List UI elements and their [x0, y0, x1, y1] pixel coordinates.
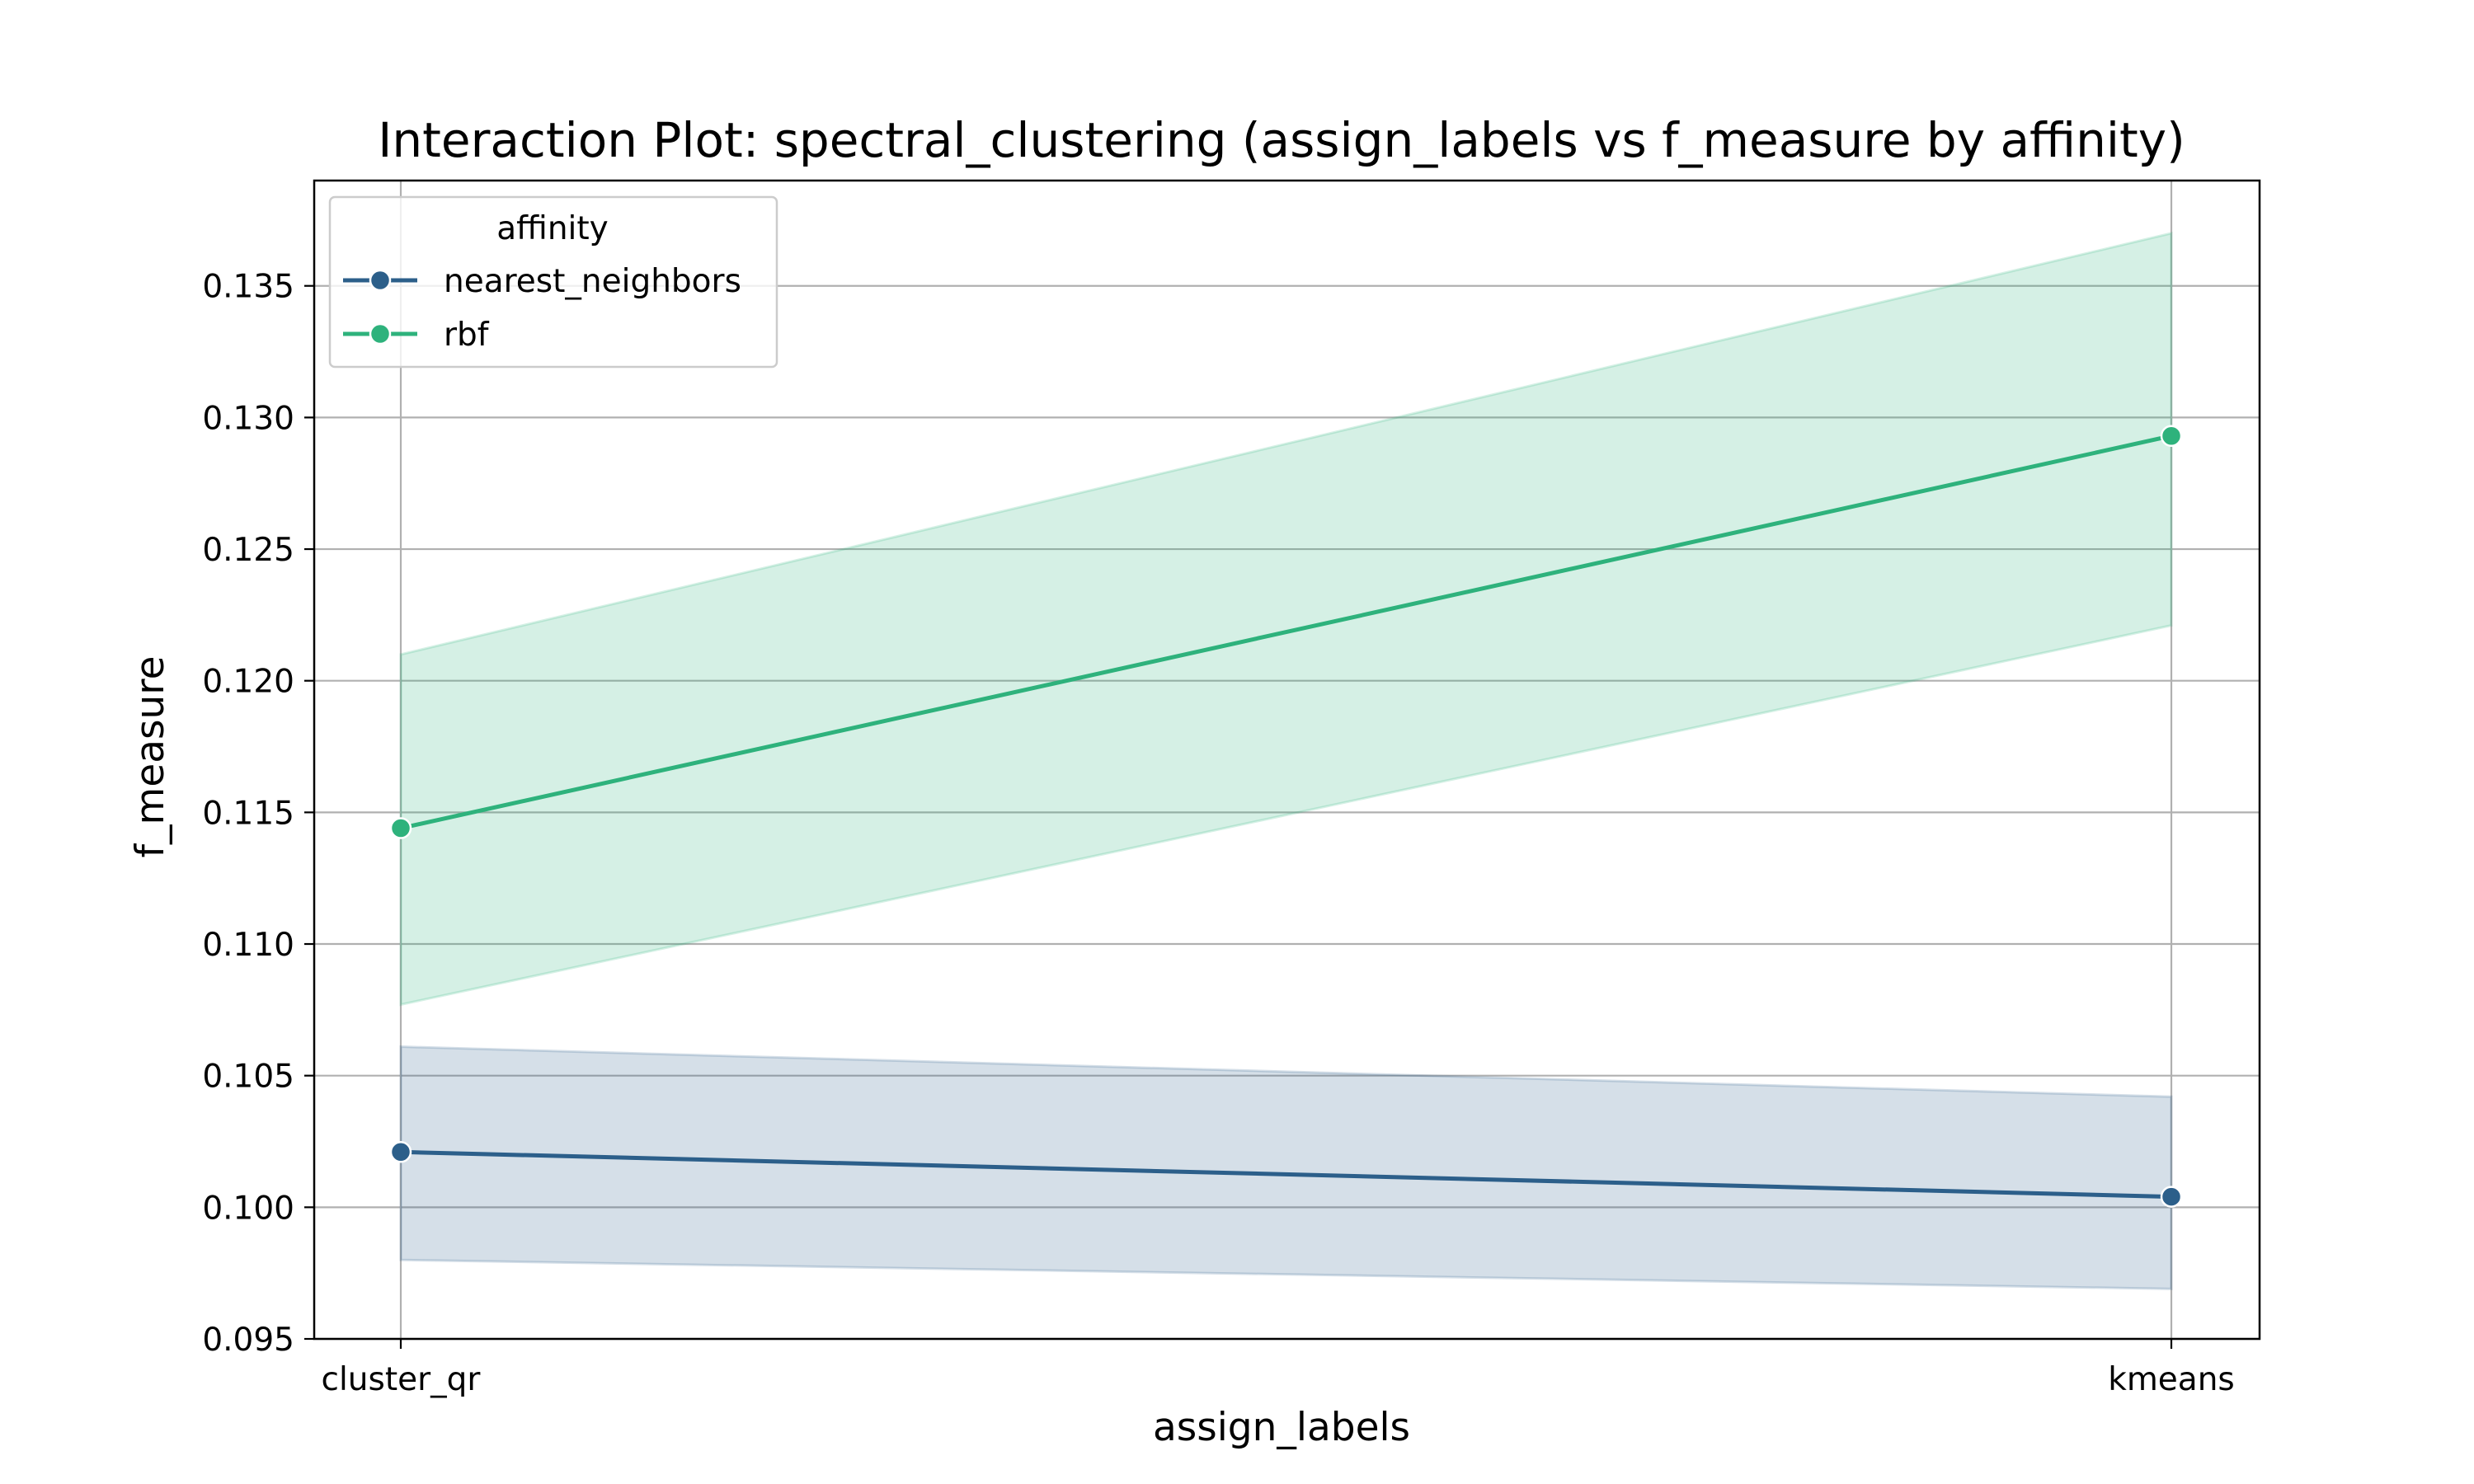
y-tick-label: 0.130: [202, 400, 294, 437]
data-point-nearest_neighbors: [2160, 1186, 2183, 1208]
y-tick-label: 0.125: [202, 532, 294, 569]
y-tick-label: 0.110: [202, 927, 294, 964]
legend-box: [328, 195, 778, 369]
y-tick-label: 0.105: [202, 1059, 294, 1096]
x-axis-label: assign_labels: [1153, 1405, 1410, 1450]
x-tick-label: cluster_qr: [322, 1361, 482, 1398]
legend-title: affinity: [496, 210, 609, 247]
x-tick-label: kmeans: [2108, 1361, 2235, 1398]
y-tick-label: 0.100: [202, 1190, 294, 1227]
axis-ticks: 0.095 0.100 0.105 0.110 0.115 0.120 0.125 0.130…: [202, 269, 2234, 1398]
confidence-bands: [399, 231, 2173, 1290]
y-tick-label: 0.115: [202, 795, 294, 832]
plot-frame: [313, 179, 2261, 1341]
series-line-nearest_neighbors: [398, 1149, 2174, 1200]
ci-band-nearest_neighbors: [399, 1045, 2173, 1290]
chart-title: Interaction Plot: spectral_clustering (a…: [378, 112, 2185, 168]
legend-marker-rbf: [369, 322, 392, 345]
ci-band-rbf: [399, 231, 2173, 1007]
legend-label-nearest_neighbors: nearest_neighbors: [444, 263, 741, 300]
legend-label-rbf: rbf: [444, 317, 490, 354]
series-line-rbf: [398, 434, 2174, 831]
data-point-nearest_neighbors: [389, 1141, 412, 1163]
y-tick-label: 0.135: [202, 269, 294, 306]
y-tick-label: 0.095: [202, 1322, 294, 1359]
series-lines: [398, 434, 2174, 1200]
legend-marker-nearest_neighbors: [369, 269, 392, 292]
y-tick-label: 0.120: [202, 664, 294, 701]
series-markers: [389, 425, 2183, 1208]
data-point-rbf: [2160, 425, 2183, 447]
data-point-rbf: [389, 817, 412, 839]
y-axis-label: f_measure: [128, 655, 173, 857]
